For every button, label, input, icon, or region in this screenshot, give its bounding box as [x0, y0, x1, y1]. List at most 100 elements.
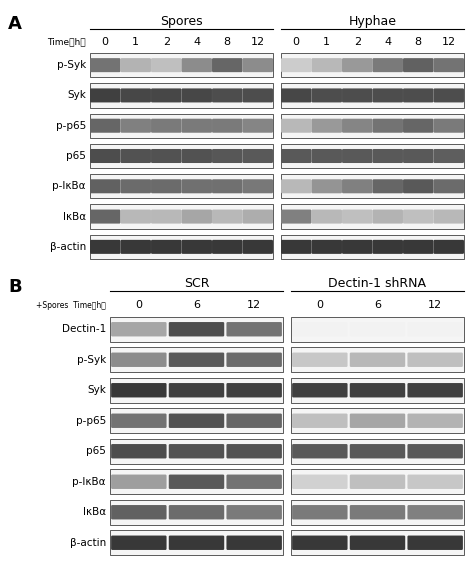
- FancyBboxPatch shape: [169, 505, 224, 520]
- FancyBboxPatch shape: [111, 444, 166, 458]
- FancyBboxPatch shape: [342, 119, 373, 133]
- Bar: [90, 174, 273, 198]
- FancyBboxPatch shape: [111, 414, 166, 428]
- FancyBboxPatch shape: [111, 474, 166, 489]
- FancyBboxPatch shape: [90, 149, 120, 163]
- Bar: [281, 83, 464, 107]
- Bar: [281, 144, 464, 168]
- Bar: [110, 469, 283, 494]
- FancyBboxPatch shape: [182, 89, 212, 102]
- Text: p65: p65: [86, 446, 106, 456]
- FancyBboxPatch shape: [90, 89, 120, 102]
- FancyBboxPatch shape: [151, 119, 182, 133]
- Bar: [90, 144, 273, 168]
- FancyBboxPatch shape: [169, 536, 224, 550]
- Text: Time（h）: Time（h）: [47, 37, 86, 47]
- Bar: [281, 235, 464, 259]
- FancyBboxPatch shape: [350, 474, 405, 489]
- FancyBboxPatch shape: [281, 179, 311, 193]
- FancyBboxPatch shape: [151, 210, 182, 224]
- FancyBboxPatch shape: [182, 149, 212, 163]
- FancyBboxPatch shape: [292, 536, 347, 550]
- FancyBboxPatch shape: [243, 210, 273, 224]
- Text: 12: 12: [251, 37, 265, 47]
- FancyBboxPatch shape: [169, 414, 224, 428]
- Text: p-p65: p-p65: [76, 416, 106, 426]
- Text: 0: 0: [316, 300, 323, 310]
- Text: Syk: Syk: [87, 385, 106, 395]
- FancyBboxPatch shape: [90, 119, 120, 133]
- FancyBboxPatch shape: [243, 240, 273, 254]
- Bar: [110, 378, 283, 403]
- FancyBboxPatch shape: [169, 444, 224, 458]
- Text: 1: 1: [323, 37, 330, 47]
- Text: p-IκBα: p-IκBα: [53, 181, 86, 191]
- FancyBboxPatch shape: [408, 505, 463, 520]
- Text: Dectin-1: Dectin-1: [62, 324, 106, 334]
- FancyBboxPatch shape: [90, 179, 120, 193]
- FancyBboxPatch shape: [434, 58, 464, 72]
- FancyBboxPatch shape: [403, 89, 434, 102]
- FancyBboxPatch shape: [120, 119, 151, 133]
- Text: 12: 12: [442, 37, 456, 47]
- Bar: [110, 438, 283, 463]
- FancyBboxPatch shape: [227, 414, 282, 428]
- FancyBboxPatch shape: [227, 474, 282, 489]
- FancyBboxPatch shape: [111, 505, 166, 520]
- Bar: [90, 235, 273, 259]
- Text: 4: 4: [384, 37, 392, 47]
- Text: Spores: Spores: [160, 15, 203, 28]
- FancyBboxPatch shape: [169, 322, 224, 336]
- Text: 0: 0: [102, 37, 109, 47]
- FancyBboxPatch shape: [281, 58, 311, 72]
- FancyBboxPatch shape: [342, 89, 373, 102]
- FancyBboxPatch shape: [212, 149, 243, 163]
- Text: p65: p65: [66, 151, 86, 161]
- FancyBboxPatch shape: [311, 240, 342, 254]
- FancyBboxPatch shape: [281, 89, 311, 102]
- FancyBboxPatch shape: [311, 89, 342, 102]
- FancyBboxPatch shape: [212, 58, 243, 72]
- Text: p-Syk: p-Syk: [57, 60, 86, 70]
- FancyBboxPatch shape: [151, 58, 182, 72]
- Bar: [281, 204, 464, 229]
- FancyBboxPatch shape: [342, 210, 373, 224]
- Text: 12: 12: [428, 300, 442, 310]
- FancyBboxPatch shape: [212, 240, 243, 254]
- Text: 8: 8: [224, 37, 231, 47]
- FancyBboxPatch shape: [373, 119, 403, 133]
- FancyBboxPatch shape: [212, 210, 243, 224]
- FancyBboxPatch shape: [434, 240, 464, 254]
- Bar: [110, 500, 283, 525]
- FancyBboxPatch shape: [120, 89, 151, 102]
- FancyBboxPatch shape: [169, 353, 224, 367]
- FancyBboxPatch shape: [373, 149, 403, 163]
- FancyBboxPatch shape: [281, 149, 311, 163]
- FancyBboxPatch shape: [120, 210, 151, 224]
- FancyBboxPatch shape: [243, 149, 273, 163]
- Bar: [110, 347, 283, 372]
- FancyBboxPatch shape: [408, 414, 463, 428]
- FancyBboxPatch shape: [243, 58, 273, 72]
- FancyBboxPatch shape: [350, 505, 405, 520]
- FancyBboxPatch shape: [373, 179, 403, 193]
- FancyBboxPatch shape: [403, 210, 434, 224]
- Text: p-p65: p-p65: [56, 121, 86, 131]
- FancyBboxPatch shape: [350, 444, 405, 458]
- FancyBboxPatch shape: [111, 322, 166, 336]
- FancyBboxPatch shape: [373, 89, 403, 102]
- FancyBboxPatch shape: [350, 353, 405, 367]
- FancyBboxPatch shape: [434, 119, 464, 133]
- FancyBboxPatch shape: [408, 353, 463, 367]
- Text: A: A: [8, 15, 22, 33]
- FancyBboxPatch shape: [227, 383, 282, 398]
- FancyBboxPatch shape: [403, 149, 434, 163]
- FancyBboxPatch shape: [120, 240, 151, 254]
- Text: p-Syk: p-Syk: [77, 355, 106, 365]
- Bar: [291, 531, 464, 556]
- FancyBboxPatch shape: [292, 414, 347, 428]
- FancyBboxPatch shape: [120, 179, 151, 193]
- FancyBboxPatch shape: [311, 58, 342, 72]
- FancyBboxPatch shape: [227, 322, 282, 336]
- FancyBboxPatch shape: [212, 89, 243, 102]
